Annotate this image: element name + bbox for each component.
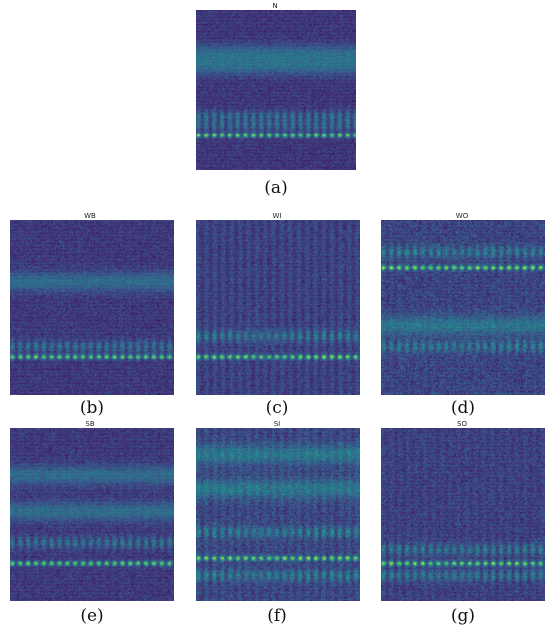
panel-title: N [272,2,278,10]
panel-title: SO [457,420,467,428]
panel-d: WO (d) [376,212,548,422]
panel-caption: (b) [79,398,105,418]
panel-caption: (c) [265,398,289,418]
panel-caption: (d) [450,398,476,418]
spectrogram-image [196,220,360,395]
panel-e: SB (e) [4,420,176,630]
panel-title: WI [272,212,282,220]
panel-title: SI [273,420,281,428]
panel-caption: (a) [264,178,288,198]
spectrogram-image [196,428,360,601]
panel-title: SB [85,420,95,428]
panel-a: N (a) [190,2,360,212]
panel-title: WO [455,212,469,220]
panel-g: SO (g) [376,420,548,630]
panel-caption: (g) [450,606,476,626]
panel-b: WB (b) [4,212,176,422]
panel-f: SI (f) [191,420,363,630]
panel-caption: (e) [80,606,104,626]
spectrogram-image [10,220,174,395]
panel-c: WI (c) [191,212,363,422]
spectrogram-image [196,10,356,170]
spectrogram-image [381,220,545,395]
panel-title: WB [84,212,96,220]
spectrogram-image [10,428,174,601]
spectrogram-image [381,428,545,601]
panel-caption: (f) [267,606,287,626]
